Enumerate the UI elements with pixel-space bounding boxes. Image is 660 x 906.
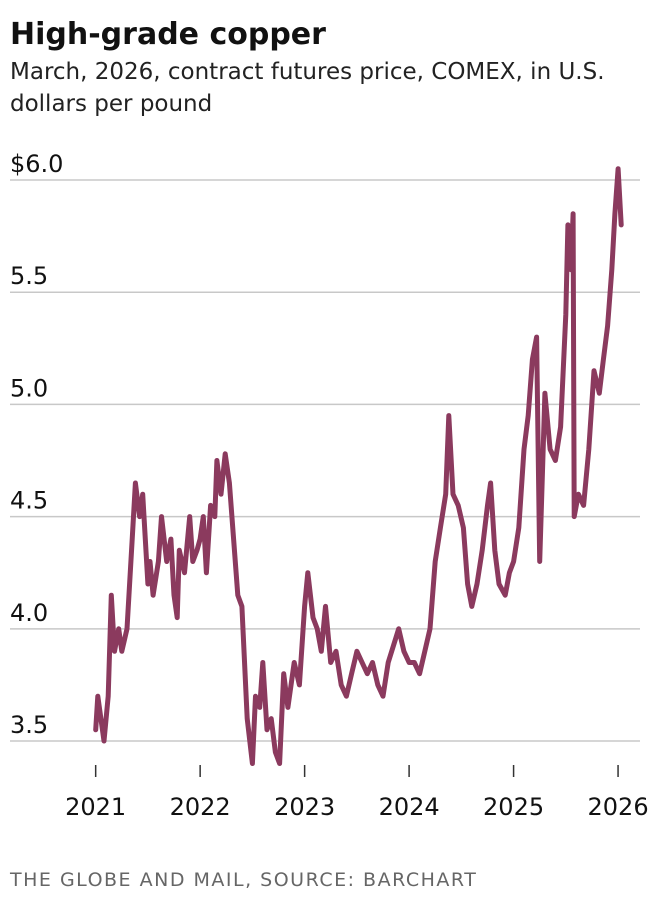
y-tick-label: 3.5: [10, 711, 48, 739]
y-tick-label: 4.0: [10, 599, 48, 627]
price-line: [93, 166, 624, 766]
chart-subtitle: March, 2026, contract futures price, COM…: [10, 59, 605, 117]
x-tick-label: 2021: [65, 793, 126, 821]
y-tick-label: $6.0: [10, 150, 63, 178]
x-tick-label: 2025: [483, 793, 544, 821]
subtitle-box: March, 2026, contract futures price, COM…: [10, 59, 605, 117]
y-tick-label: 5.5: [10, 262, 48, 290]
x-tick-label: 2023: [274, 793, 335, 821]
chart-title: High-grade copper: [10, 17, 326, 52]
y-tick-label: 5.0: [10, 374, 48, 402]
source-note: THE GLOBE AND MAIL, SOURCE: BARCHART: [9, 869, 477, 891]
y-tick-label: 4.5: [10, 487, 48, 515]
x-tick-label: 2024: [379, 793, 440, 821]
x-tick-label: 2022: [170, 793, 231, 821]
x-tick-label: 2026: [588, 793, 649, 821]
